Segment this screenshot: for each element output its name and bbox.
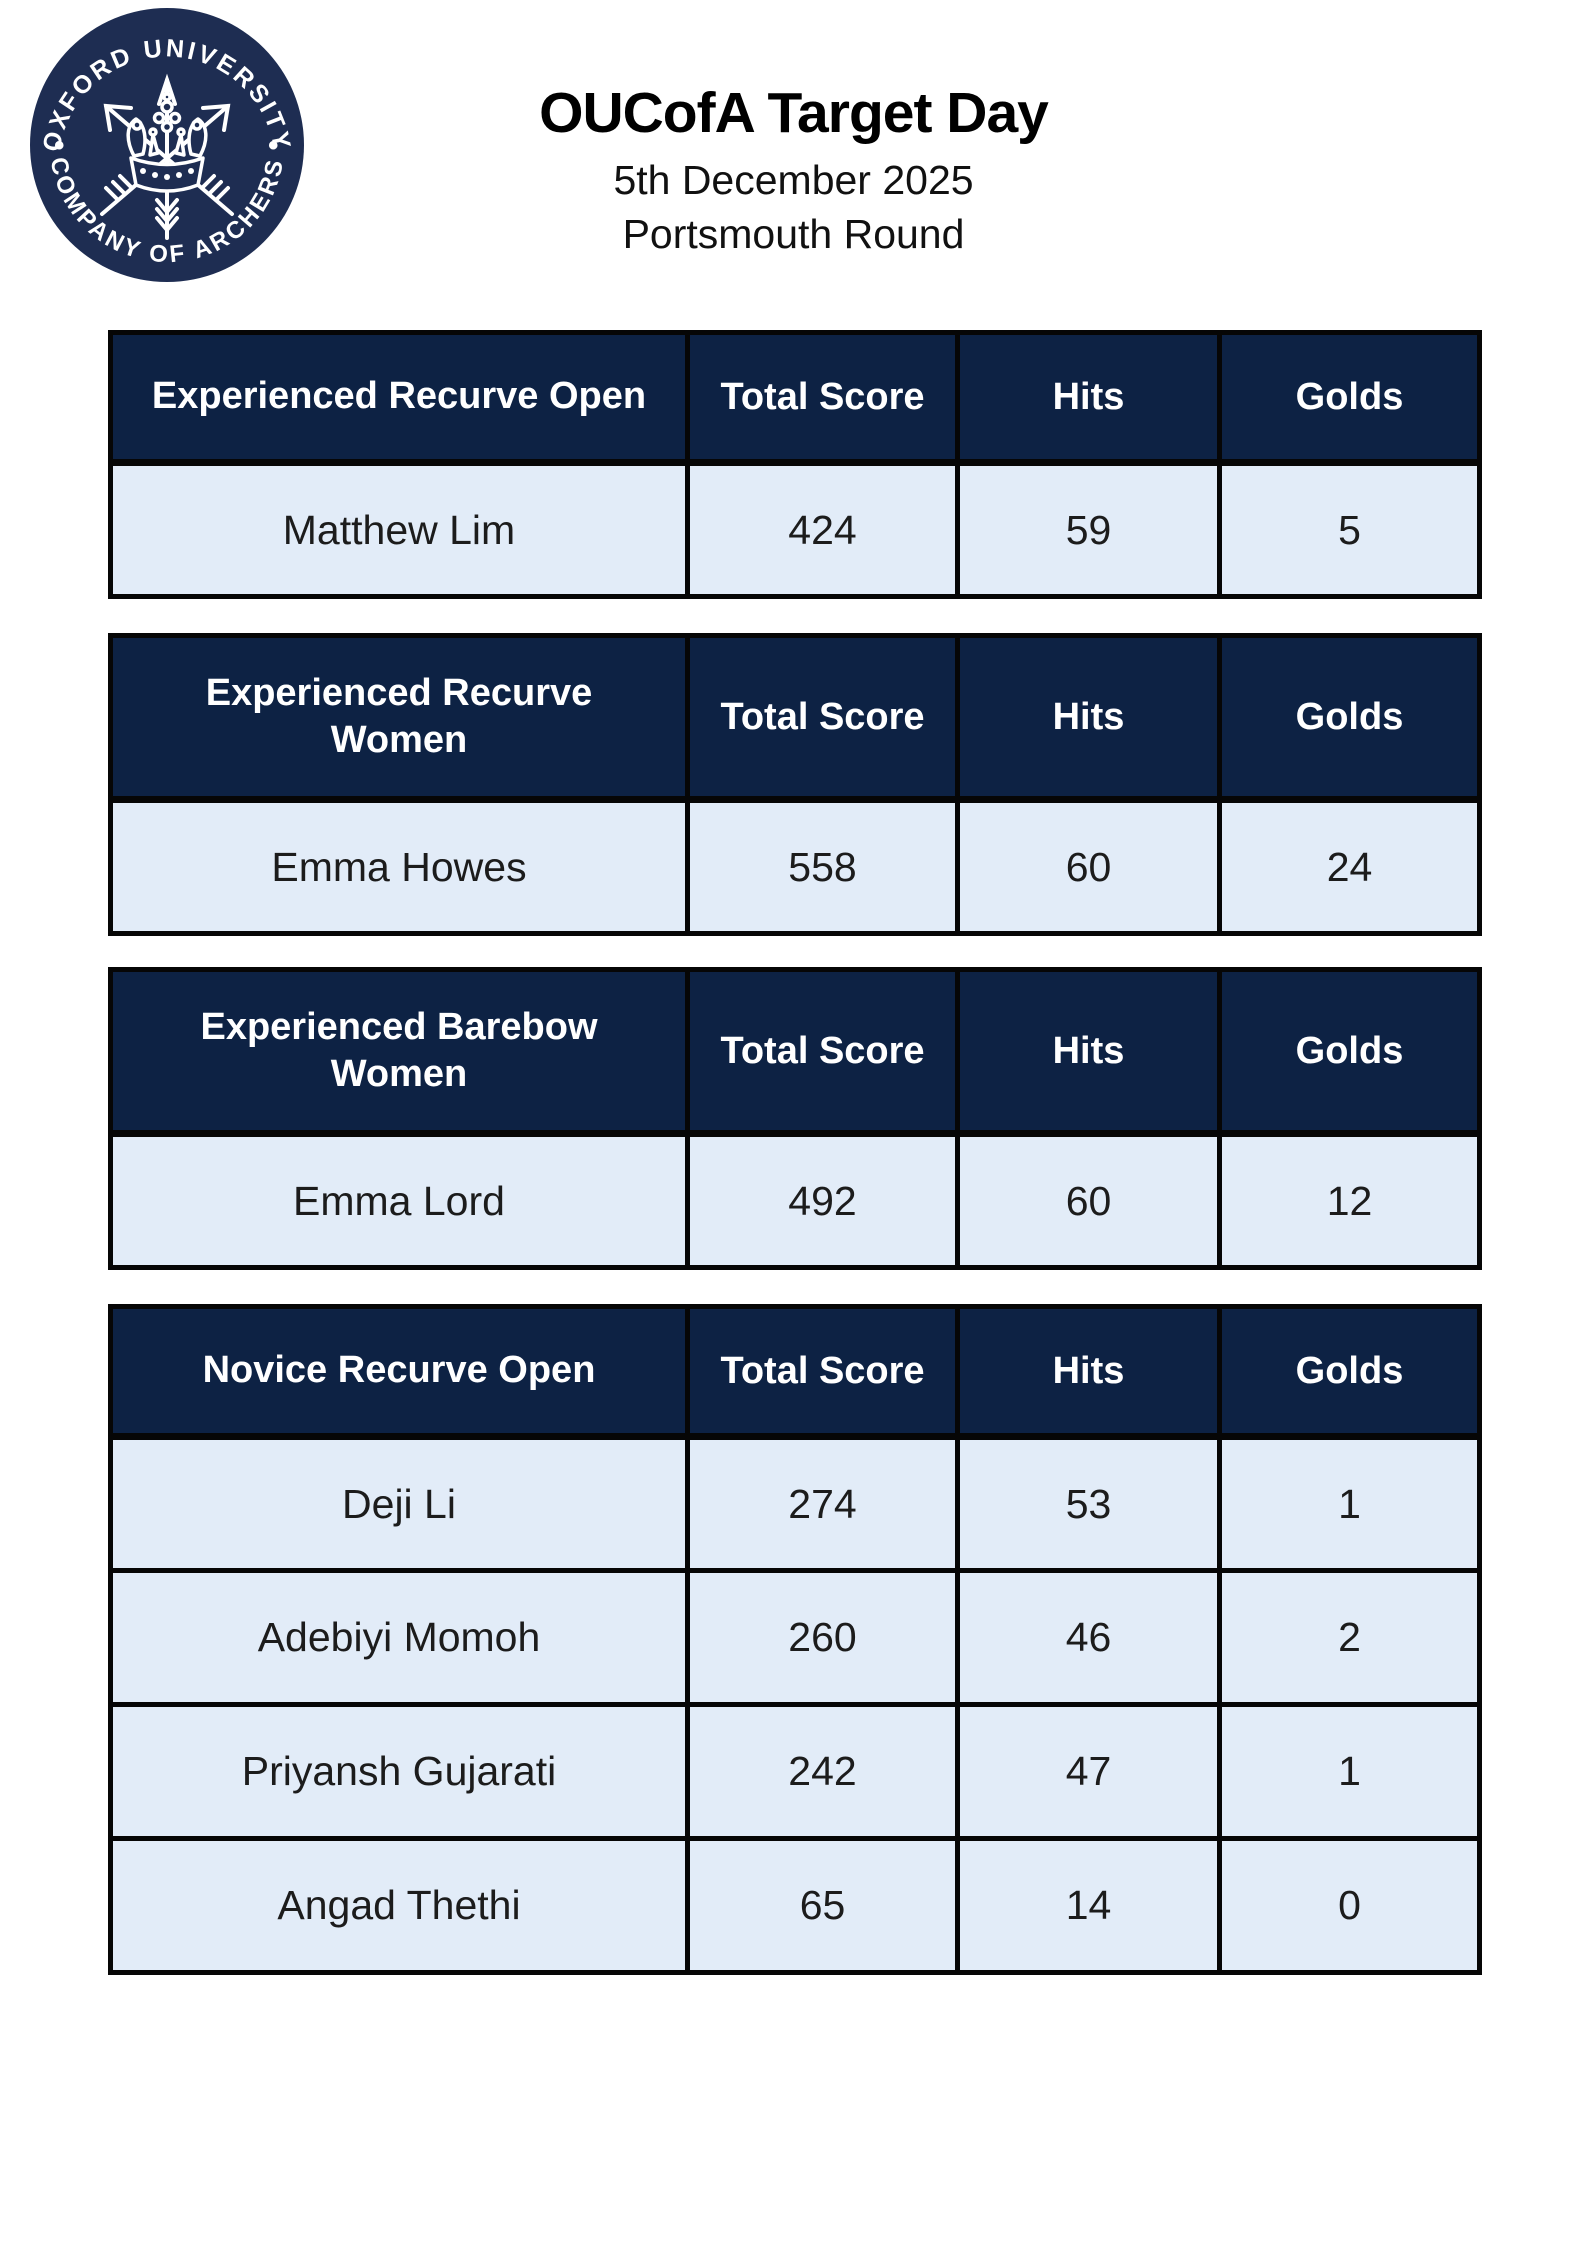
- column-header-golds: Golds: [1217, 330, 1482, 466]
- golds-cell: 0: [1217, 1836, 1482, 1975]
- archer-name-cell: Priyansh Gujarati: [108, 1702, 690, 1841]
- column-header-category: Experienced Barebow Women: [108, 967, 690, 1137]
- total-score-cell: 558: [685, 797, 960, 936]
- golds-cell: 1: [1217, 1702, 1482, 1841]
- table-row: Deji Li 274 53 1: [108, 1434, 1482, 1573]
- crown-icon: [126, 92, 208, 193]
- total-score-cell: 424: [685, 460, 960, 599]
- total-score-cell: 65: [685, 1836, 960, 1975]
- results-table-experienced-recurve-open: Experienced Recurve Open Total Score Hit…: [108, 330, 1482, 599]
- table-row: Emma Howes 558 60 24: [108, 797, 1482, 936]
- column-header-category: Experienced Recurve Open: [108, 330, 690, 466]
- column-header-hits: Hits: [955, 633, 1222, 803]
- club-logo: OXFORD UNIVERSITY COMPANY OF ARCHERS • •: [30, 8, 304, 282]
- page-title: OUCofA Target Day: [539, 81, 1049, 145]
- club-logo-badge: OXFORD UNIVERSITY COMPANY OF ARCHERS • •: [30, 8, 304, 282]
- table-header-row: Experienced Recurve Open Total Score Hit…: [108, 330, 1482, 466]
- column-header-golds: Golds: [1217, 967, 1482, 1137]
- page-header: OUCofA Target Day 5th December 2025 Port…: [0, 80, 1587, 258]
- table-row: Angad Thethi 65 14 0: [108, 1836, 1482, 1975]
- table-row: Priyansh Gujarati 242 47 1: [108, 1702, 1482, 1841]
- table-row: Adebiyi Momoh 260 46 2: [108, 1568, 1482, 1707]
- category-label: Experienced Recurve Open: [151, 375, 647, 418]
- total-score-cell: 260: [685, 1568, 960, 1707]
- total-score-cell: 242: [685, 1702, 960, 1841]
- event-round: Portsmouth Round: [622, 211, 965, 257]
- archer-name-cell: Deji Li: [108, 1434, 690, 1573]
- hits-cell: 14: [955, 1836, 1222, 1975]
- hits-cell: 59: [955, 460, 1222, 599]
- column-header-total-score: Total Score: [685, 330, 960, 466]
- column-header-total-score: Total Score: [685, 1304, 960, 1440]
- hits-cell: 60: [955, 797, 1222, 936]
- table-header-row: Experienced Recurve Women Total Score Hi…: [108, 633, 1482, 803]
- total-score-cell: 492: [685, 1131, 960, 1270]
- golds-cell: 24: [1217, 797, 1482, 936]
- column-header-hits: Hits: [955, 330, 1222, 466]
- table-header-row: Experienced Barebow Women Total Score Hi…: [108, 967, 1482, 1137]
- archer-name-cell: Adebiyi Momoh: [108, 1568, 690, 1707]
- results-table-experienced-barebow-women: Experienced Barebow Women Total Score Hi…: [108, 967, 1482, 1270]
- column-header-golds: Golds: [1217, 633, 1482, 803]
- category-label: Novice Recurve Open: [202, 1349, 596, 1392]
- column-header-golds: Golds: [1217, 1304, 1482, 1440]
- hits-cell: 53: [955, 1434, 1222, 1573]
- column-header-hits: Hits: [955, 967, 1222, 1137]
- golds-cell: 12: [1217, 1131, 1482, 1270]
- hits-cell: 47: [955, 1702, 1222, 1841]
- arrows-icon: [100, 73, 234, 240]
- column-header-category: Novice Recurve Open: [108, 1304, 690, 1440]
- golds-cell: 1: [1217, 1434, 1482, 1573]
- column-header-category: Experienced Recurve Women: [108, 633, 690, 803]
- archer-name-cell: Angad Thethi: [108, 1836, 690, 1975]
- golds-cell: 5: [1217, 460, 1482, 599]
- event-date: 5th December 2025: [613, 157, 974, 203]
- golds-cell: 2: [1217, 1568, 1482, 1707]
- logo-right-dot: •: [268, 129, 279, 162]
- hits-cell: 60: [955, 1131, 1222, 1270]
- results-table-novice-recurve-open: Novice Recurve Open Total Score Hits Gol…: [108, 1304, 1482, 1975]
- logo-left-dot: •: [54, 129, 65, 162]
- table-row: Emma Lord 492 60 12: [108, 1131, 1482, 1270]
- column-header-hits: Hits: [955, 1304, 1222, 1440]
- hits-cell: 46: [955, 1568, 1222, 1707]
- archer-name-cell: Emma Lord: [108, 1131, 690, 1270]
- table-header-row: Novice Recurve Open Total Score Hits Gol…: [108, 1304, 1482, 1440]
- total-score-cell: 274: [685, 1434, 960, 1573]
- column-header-total-score: Total Score: [685, 633, 960, 803]
- archer-name-cell: Matthew Lim: [108, 460, 690, 599]
- category-label: Experienced Recurve Women: [205, 671, 593, 762]
- column-header-total-score: Total Score: [685, 967, 960, 1137]
- category-label: Experienced Barebow Women: [200, 1005, 598, 1096]
- results-table-experienced-recurve-women: Experienced Recurve Women Total Score Hi…: [108, 633, 1482, 936]
- table-row: Matthew Lim 424 59 5: [108, 460, 1482, 599]
- archer-name-cell: Emma Howes: [108, 797, 690, 936]
